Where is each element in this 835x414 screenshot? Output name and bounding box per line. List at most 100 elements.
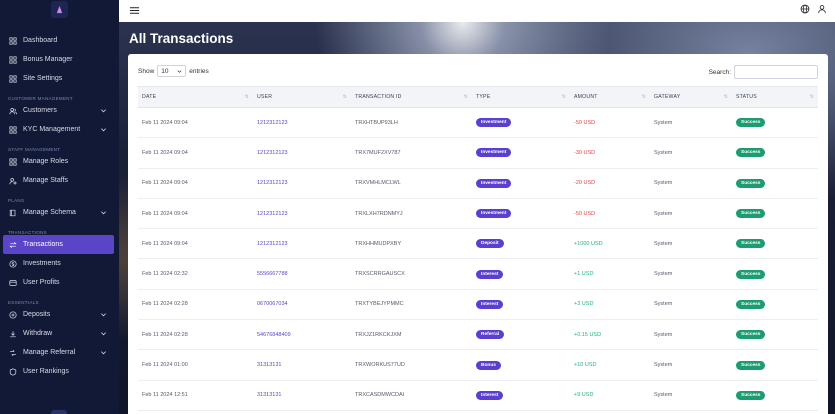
users-icon-wrap bbox=[8, 106, 17, 115]
sidebar-item-label: Transactions bbox=[23, 241, 63, 248]
sidebar-item-customers[interactable]: Customers bbox=[0, 101, 119, 120]
column-header-label: AMOUNT bbox=[574, 94, 598, 100]
chevron-down-icon bbox=[101, 109, 106, 113]
status-badge: Success bbox=[736, 269, 766, 279]
logo[interactable] bbox=[51, 1, 68, 18]
user-link[interactable]: 5556667788 bbox=[253, 258, 351, 290]
status-badge: Success bbox=[736, 148, 766, 158]
column-header-date[interactable]: DATE ⇅ bbox=[138, 86, 253, 108]
column-header-status[interactable]: STATUS ⇅ bbox=[732, 86, 818, 108]
amount-cell: -50 USD bbox=[570, 198, 650, 230]
status-badge: Success bbox=[736, 390, 766, 400]
type-badge: Referral bbox=[476, 330, 505, 340]
column-header-label: DATE bbox=[142, 94, 157, 100]
user-gear-icon-wrap bbox=[8, 176, 17, 185]
referral-icon bbox=[9, 349, 16, 356]
sidebar-item-manage-roles[interactable]: Manage Roles bbox=[0, 152, 119, 171]
user-link[interactable]: 1212312123 bbox=[253, 168, 351, 199]
user-link[interactable]: 1212312123 bbox=[253, 137, 351, 169]
sidebar-item-transactions[interactable]: Transactions bbox=[3, 235, 114, 254]
sidebar-item-label: User Profits bbox=[23, 279, 60, 286]
user-icon[interactable] bbox=[817, 4, 827, 14]
status-cell: Success bbox=[732, 228, 818, 260]
user-link[interactable]: 31313131 bbox=[253, 380, 351, 411]
transaction-id-cell: TRXJZ1RKCKJXM bbox=[351, 319, 472, 351]
sidebar-item-label: Manage Referral bbox=[23, 349, 76, 356]
table-row: Feb 11 2024 02:28 0670067034 TRXTYBEJYPMMC… bbox=[138, 289, 818, 321]
grid-icon-wrap bbox=[8, 157, 17, 166]
sidebar-item-manage-schema[interactable]: Manage Schema bbox=[0, 203, 119, 222]
sidebar-item-bonus-manager[interactable]: Bonus Manager bbox=[0, 50, 119, 69]
sidebar-item-withdraw[interactable]: Withdraw bbox=[0, 324, 119, 343]
transaction-id-cell: TRXTYBEJYPMMC bbox=[351, 289, 472, 321]
book-icon-wrap bbox=[8, 208, 17, 217]
badge-icon bbox=[9, 367, 16, 376]
gateway-cell: System bbox=[650, 198, 732, 230]
status-badge: Success bbox=[736, 330, 766, 340]
transaction-id-cell: TRXHTBUP93LH bbox=[351, 107, 472, 139]
table-row: Feb 11 2024 09:04 1212312123 TRXHHMUDPXBY D… bbox=[138, 228, 818, 260]
sidebar-item-manage-referral[interactable]: Manage Referral bbox=[0, 343, 119, 362]
globe-icon[interactable] bbox=[800, 4, 810, 14]
column-header-gateway[interactable]: GATEWAY ⇅ bbox=[650, 86, 732, 108]
transaction-id-cell: TRXSCRRGAUSCX bbox=[351, 258, 472, 290]
user-link[interactable]: 1212312123 bbox=[253, 228, 351, 260]
sort-icon: ⇅ bbox=[342, 94, 347, 100]
sidebar-nav: Dashboard Bonus Manager Site Settings CUSTO… bbox=[0, 31, 119, 381]
type-cell: Deposit bbox=[472, 228, 570, 260]
entries-select[interactable]: 10 bbox=[157, 65, 187, 77]
search-input[interactable] bbox=[734, 65, 818, 79]
sidebar-item-manage-staffs[interactable]: Manage Staffs bbox=[0, 171, 119, 190]
sidebar-item-user-profits[interactable]: User Profits bbox=[0, 273, 119, 292]
status-cell: Success bbox=[732, 319, 818, 351]
type-cell: Investment bbox=[472, 107, 570, 139]
wallet-icon-wrap bbox=[8, 278, 17, 287]
column-header-amount[interactable]: AMOUNT ⇅ bbox=[570, 86, 650, 108]
column-header-type[interactable]: TYPE ⇅ bbox=[472, 86, 570, 108]
user-link[interactable]: 1212312123 bbox=[253, 198, 351, 230]
page-title: All Transactions bbox=[129, 31, 234, 46]
column-header-label: TRANSACTION ID bbox=[355, 94, 402, 100]
user-link[interactable]: 54676848409 bbox=[253, 319, 351, 351]
column-header-user[interactable]: USER ⇅ bbox=[253, 86, 351, 108]
column-header-transaction-id[interactable]: TRANSACTION ID ⇅ bbox=[351, 86, 472, 108]
sidebar-footer-logo bbox=[51, 410, 67, 414]
sidebar-item-investments[interactable]: Investments bbox=[0, 254, 119, 273]
search-control: Search: bbox=[709, 65, 818, 79]
chevron-down-icon bbox=[101, 211, 106, 215]
sidebar-item-label: Dashboard bbox=[23, 37, 58, 44]
type-cell: Interest bbox=[472, 258, 570, 290]
sidebar-item-label: Withdraw bbox=[23, 330, 53, 337]
sidebar-item-site-settings[interactable]: Site Settings bbox=[0, 69, 119, 88]
main-content: All Transactions Show 10 entries Search:… bbox=[119, 22, 835, 414]
sort-icon: ⇅ bbox=[244, 94, 249, 100]
sidebar-section-staff-management: STAFF MANAGEMENT bbox=[8, 147, 61, 152]
sidebar-item-kyc-management[interactable]: KYC Management bbox=[0, 120, 119, 139]
status-cell: Success bbox=[732, 349, 818, 381]
sidebar-item-label: Deposits bbox=[23, 311, 51, 318]
sidebar-item-label: Bonus Manager bbox=[23, 56, 73, 63]
sidebar-item-user-rankings[interactable]: User Rankings bbox=[0, 362, 119, 381]
menu-icon[interactable] bbox=[129, 5, 140, 16]
sidebar-item-dashboard[interactable]: Dashboard bbox=[0, 31, 119, 50]
column-header-label: STATUS bbox=[736, 94, 757, 100]
date-cell: Feb 11 2024 09:04 bbox=[138, 228, 253, 260]
user-link[interactable]: 31313131 bbox=[253, 349, 351, 381]
chevron-down-icon bbox=[101, 128, 106, 132]
user-link[interactable]: 0670067034 bbox=[253, 289, 351, 321]
sidebar-item-deposits[interactable]: Deposits bbox=[0, 305, 119, 324]
type-cell: Referral bbox=[472, 319, 570, 351]
sidebar-item-label: Customers bbox=[23, 107, 57, 114]
user-link[interactable]: 1212312123 bbox=[253, 107, 351, 139]
transactions-card: Show 10 entries Search: DATE ⇅ USER ⇅ TRANSA… bbox=[128, 54, 828, 414]
table-row: Feb 11 2024 02:28 54676848409 TRXJZ1RKCKJX… bbox=[138, 319, 818, 351]
type-badge: Interest bbox=[476, 390, 504, 400]
transaction-id-cell: TRXHHMUDPXBY bbox=[351, 228, 472, 260]
logo-icon bbox=[56, 5, 63, 14]
grid-icon-wrap bbox=[8, 74, 17, 83]
sidebar-item-label: Manage Schema bbox=[23, 209, 76, 216]
chevron-down-icon bbox=[101, 351, 106, 355]
grid-icon bbox=[8, 157, 17, 166]
amount-cell: +1 USD bbox=[570, 258, 650, 290]
dollar-icon bbox=[8, 259, 17, 268]
